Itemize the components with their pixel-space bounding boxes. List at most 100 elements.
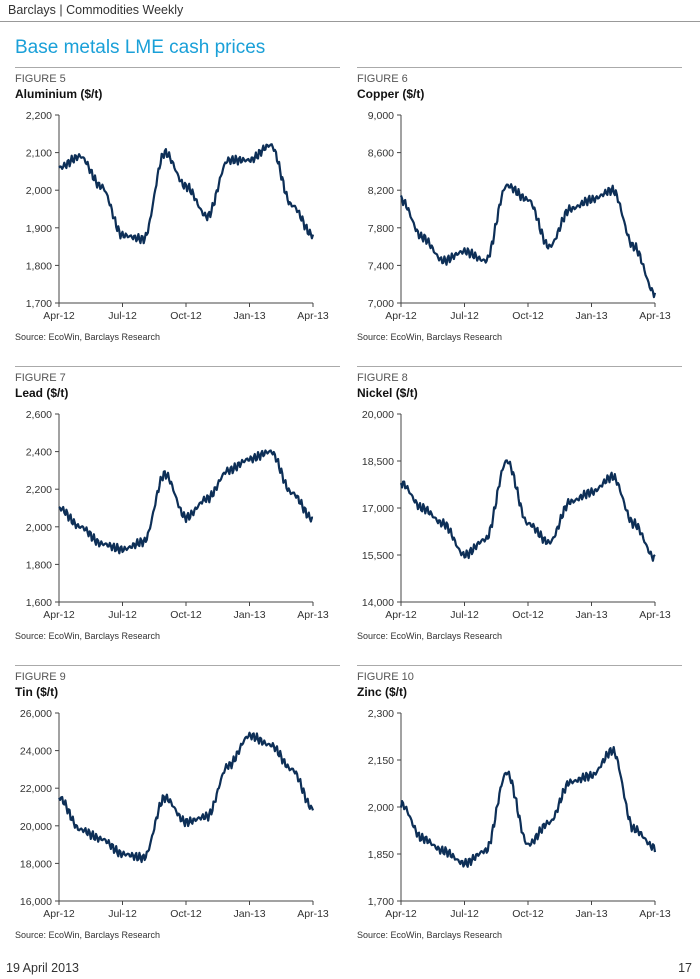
x-tick-label: Apr-13	[297, 609, 329, 621]
price-series-line	[399, 183, 657, 299]
x-tick-label: Apr-13	[297, 310, 329, 322]
figure-rule	[357, 366, 682, 367]
y-tick-label: 22,000	[20, 783, 52, 795]
y-tick-label: 14,000	[362, 597, 394, 609]
figure-source: Source: EcoWin, Barclays Research	[15, 332, 161, 342]
y-tick-label: 2,300	[368, 708, 394, 720]
price-series-line	[399, 746, 657, 868]
figure-source: Source: EcoWin, Barclays Research	[15, 631, 161, 641]
figure-tin: FIGURE 9 Tin ($/t) 16,000 18,000 20,000 22,…	[15, 665, 340, 955]
figure-copper: FIGURE 6 Copper ($/t) 7,000 7,400 7,800 8,2…	[357, 67, 682, 357]
y-tick-label: 16,000	[20, 896, 52, 908]
x-tick-label: Apr-13	[639, 609, 671, 621]
report-header: Barclays | Commodities Weekly	[8, 3, 184, 17]
x-tick-label: Apr-12	[43, 609, 75, 621]
figure-rule	[15, 665, 340, 666]
figure-title: Lead ($/t)	[15, 386, 69, 400]
x-tick-label: Oct-12	[170, 908, 202, 920]
figure-lead: FIGURE 7 Lead ($/t) 1,600 1,800 2,000 2,200…	[15, 366, 340, 656]
y-tick-label: 8,200	[368, 185, 394, 197]
figure-zinc: FIGURE 10 Zinc ($/t) 1,700 1,850 2,000 2,15…	[357, 665, 682, 955]
x-tick-label: Jan-13	[233, 609, 265, 621]
tin-chart: 16,000 18,000 20,000 22,000 24,000 26,000 Apr-…	[20, 708, 329, 920]
y-tick-label: 20,000	[20, 821, 52, 833]
price-series-line	[58, 143, 315, 245]
y-tick-label: 18,000	[20, 858, 52, 870]
figure-title: Aluminium ($/t)	[15, 87, 103, 101]
x-tick-label: Oct-12	[170, 310, 202, 322]
y-tick-label: 2,150	[368, 755, 394, 767]
y-tick-label: 2,000	[368, 802, 394, 814]
y-tick-label: 9,000	[368, 110, 394, 122]
y-tick-label: 1,600	[26, 597, 52, 609]
figure-rule	[15, 67, 340, 68]
section-title: Base metals LME cash prices	[15, 37, 266, 58]
y-tick-label: 2,600	[26, 409, 52, 421]
figure-number: FIGURE 8	[357, 372, 408, 384]
y-tick-label: 2,400	[26, 447, 52, 459]
x-tick-label: Oct-12	[512, 310, 544, 322]
figure-number: FIGURE 5	[15, 73, 66, 85]
figure-rule	[15, 366, 340, 367]
y-tick-label: 1,800	[26, 559, 52, 571]
y-tick-label: 20,000	[362, 409, 394, 421]
x-tick-label: Oct-12	[170, 609, 202, 621]
x-tick-label: Jul-12	[450, 609, 479, 621]
price-series-line	[58, 731, 315, 864]
y-tick-label: 7,800	[368, 223, 394, 235]
x-tick-label: Oct-12	[512, 609, 544, 621]
figure-number: FIGURE 9	[15, 671, 66, 683]
figure-source: Source: EcoWin, Barclays Research	[357, 631, 503, 641]
y-tick-label: 24,000	[20, 746, 52, 758]
nickel-chart: 14,000 15,500 17,000 18,500 20,000 Apr-12 Jul-…	[362, 409, 671, 621]
price-series-line	[399, 459, 656, 562]
x-tick-label: Apr-12	[385, 609, 417, 621]
y-tick-label: 2,100	[26, 148, 52, 160]
y-tick-label: 2,000	[26, 185, 52, 197]
x-tick-label: Jan-13	[233, 908, 265, 920]
figure-number: FIGURE 10	[357, 671, 414, 683]
y-tick-label: 2,200	[26, 110, 52, 122]
x-tick-label: Jul-12	[108, 609, 137, 621]
copper-chart: 7,000 7,400 7,800 8,200 8,600 9,000 Apr-12 Jul-…	[368, 110, 671, 322]
figure-title: Zinc ($/t)	[357, 685, 407, 699]
footer-date: 19 April 2013	[6, 961, 79, 975]
zinc-chart: 1,700 1,850 2,000 2,150 2,300 Apr-12 Jul-12 Oct…	[368, 708, 671, 920]
figure-title: Tin ($/t)	[15, 685, 59, 699]
header-rule	[0, 21, 700, 22]
x-tick-label: Oct-12	[512, 908, 544, 920]
figure-aluminium: FIGURE 5 Aluminium ($/t) 1,700 1,800 1,900…	[15, 67, 340, 357]
x-tick-label: Jul-12	[108, 908, 137, 920]
figure-source: Source: EcoWin, Barclays Research	[357, 332, 503, 342]
x-tick-label: Apr-13	[639, 310, 671, 322]
figure-source: Source: EcoWin, Barclays Research	[15, 930, 161, 940]
figure-rule	[357, 665, 682, 666]
figure-title: Nickel ($/t)	[357, 386, 418, 400]
x-tick-label: Apr-12	[385, 310, 417, 322]
figure-number: FIGURE 7	[15, 372, 66, 384]
x-tick-label: Jul-12	[450, 908, 479, 920]
y-tick-label: 8,600	[368, 148, 394, 160]
x-tick-label: Jul-12	[108, 310, 137, 322]
figure-number: FIGURE 6	[357, 73, 408, 85]
figure-title: Copper ($/t)	[357, 87, 425, 101]
y-tick-label: 1,700	[26, 298, 52, 310]
x-tick-label: Jan-13	[575, 609, 607, 621]
y-tick-label: 1,900	[26, 223, 52, 235]
x-tick-label: Apr-13	[639, 908, 671, 920]
aluminium-chart: 1,700 1,800 1,900 2,000 2,100 2,200 Apr-12 Jul-…	[26, 110, 329, 322]
figure-rule	[357, 67, 682, 68]
y-tick-label: 7,000	[368, 298, 394, 310]
y-tick-label: 2,000	[26, 522, 52, 534]
y-tick-label: 15,500	[362, 550, 394, 562]
x-tick-label: Jul-12	[450, 310, 479, 322]
figure-nickel: FIGURE 8 Nickel ($/t) 14,000 15,500 17,000…	[357, 366, 682, 656]
x-tick-label: Jan-13	[233, 310, 265, 322]
x-tick-label: Apr-12	[43, 908, 75, 920]
x-tick-label: Apr-12	[43, 310, 75, 322]
y-tick-label: 2,200	[26, 484, 52, 496]
figure-source: Source: EcoWin, Barclays Research	[357, 930, 503, 940]
lead-chart: 1,600 1,800 2,000 2,200 2,400 2,600 Apr-12 Jul-…	[26, 409, 329, 621]
y-tick-label: 18,500	[362, 456, 394, 468]
x-tick-label: Jan-13	[575, 310, 607, 322]
